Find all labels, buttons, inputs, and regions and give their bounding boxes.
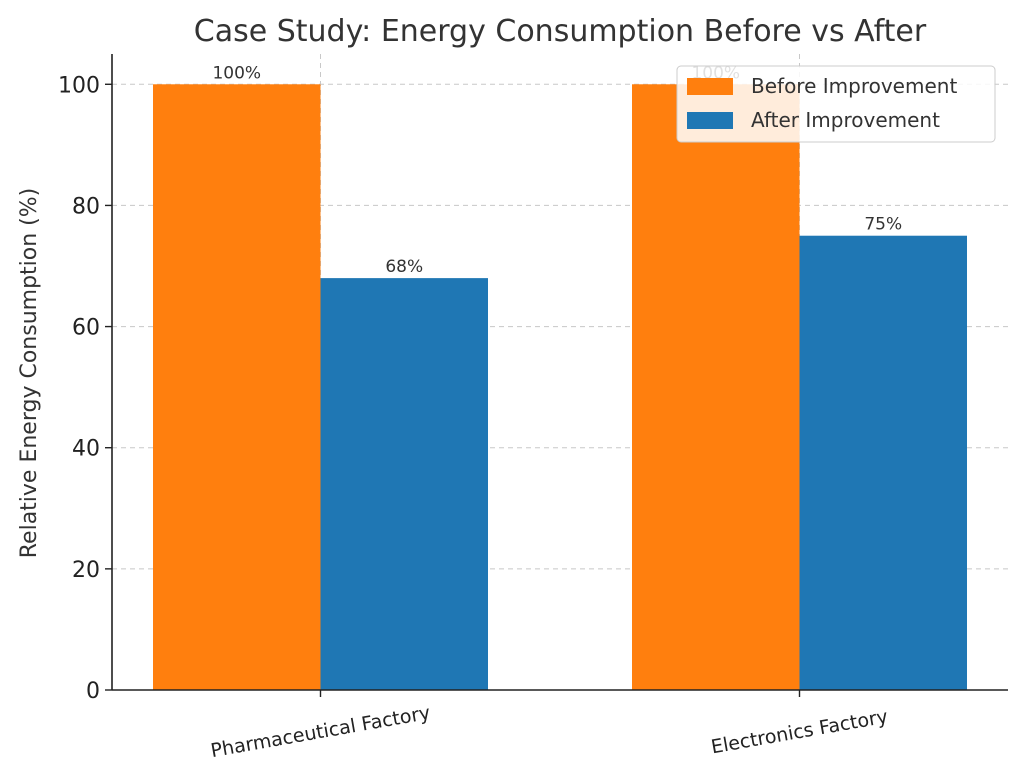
y-tick-label: 40 [72,437,100,462]
y-axis-label: Relative Energy Consumption (%) [17,188,42,559]
bar-value-label: 75% [864,215,902,235]
legend-frame [676,65,996,143]
bar-after-0 [320,278,488,690]
y-tick-label: 100 [58,73,100,98]
y-tick-label: 60 [72,316,100,341]
bar-before-1 [632,84,800,691]
y-tick-label: 20 [72,558,100,583]
bar-value-label: 68% [385,257,423,277]
x-tick-label: Electronics Factory [709,706,889,759]
legend-label-before: Before Improvement [751,74,957,98]
bar-before-0 [153,84,321,691]
y-tick-label: 0 [86,679,100,704]
chart-title: Case Study: Energy Consumption Before vs… [194,14,927,49]
legend-label-after: After Improvement [751,108,940,132]
x-tick-label: Pharmaceutical Factory [209,702,432,762]
legend: Before Improvement After Improvement [676,65,996,143]
bar-after-1 [799,235,967,690]
bar-value-label: 100% [212,63,261,83]
y-tick-label: 80 [72,194,100,219]
bars-layer [153,84,967,691]
legend-swatch-after [687,112,733,129]
axes-layer [111,54,1008,691]
legend-swatch-before [687,78,733,95]
